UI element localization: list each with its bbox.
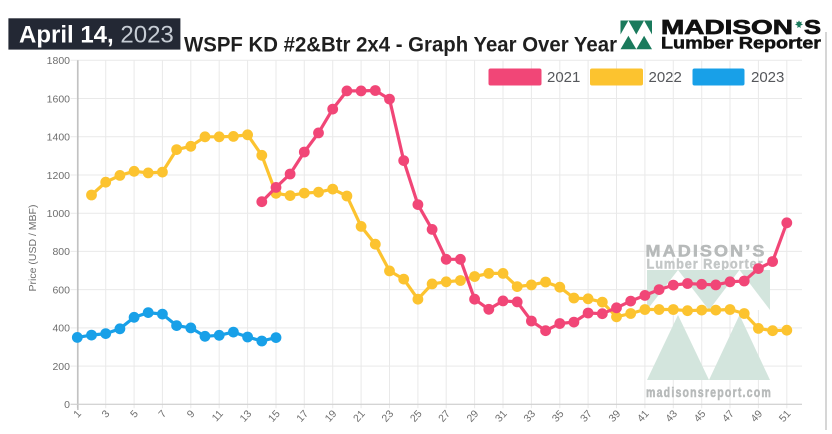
svg-text:1400: 1400 <box>47 132 71 144</box>
svg-text:Lumber Reporter: Lumber Reporter <box>647 256 764 272</box>
svg-text:madisonsreport.com: madisonsreport.com <box>646 385 772 400</box>
svg-text:600: 600 <box>52 284 70 296</box>
svg-text:MADISON: MADISON <box>661 17 793 39</box>
svg-text:1000: 1000 <box>47 208 71 220</box>
svg-text:2021: 2021 <box>547 69 580 86</box>
svg-text:MADISON’S: MADISON’S <box>646 242 767 261</box>
svg-text:2022: 2022 <box>649 69 682 86</box>
svg-text:Price (USD / MBF): Price (USD / MBF) <box>27 205 39 292</box>
svg-text:1800: 1800 <box>47 55 71 67</box>
svg-text:2023: 2023 <box>751 69 784 86</box>
svg-text:800: 800 <box>52 246 70 258</box>
svg-text:Lumber Reporter: Lumber Reporter <box>661 34 821 53</box>
svg-text:1200: 1200 <box>47 170 71 182</box>
svg-text:400: 400 <box>52 323 70 335</box>
svg-text:1600: 1600 <box>47 93 71 105</box>
svg-text:April 14, 2023: April 14, 2023 <box>19 22 174 49</box>
svg-text:WSPF KD #2&Btr 2x4 - Graph Yea: WSPF KD #2&Btr 2x4 - Graph Year Over Yea… <box>184 34 617 57</box>
svg-text:0: 0 <box>64 399 70 411</box>
svg-text:200: 200 <box>52 361 70 373</box>
svg-text:S: S <box>804 17 821 39</box>
